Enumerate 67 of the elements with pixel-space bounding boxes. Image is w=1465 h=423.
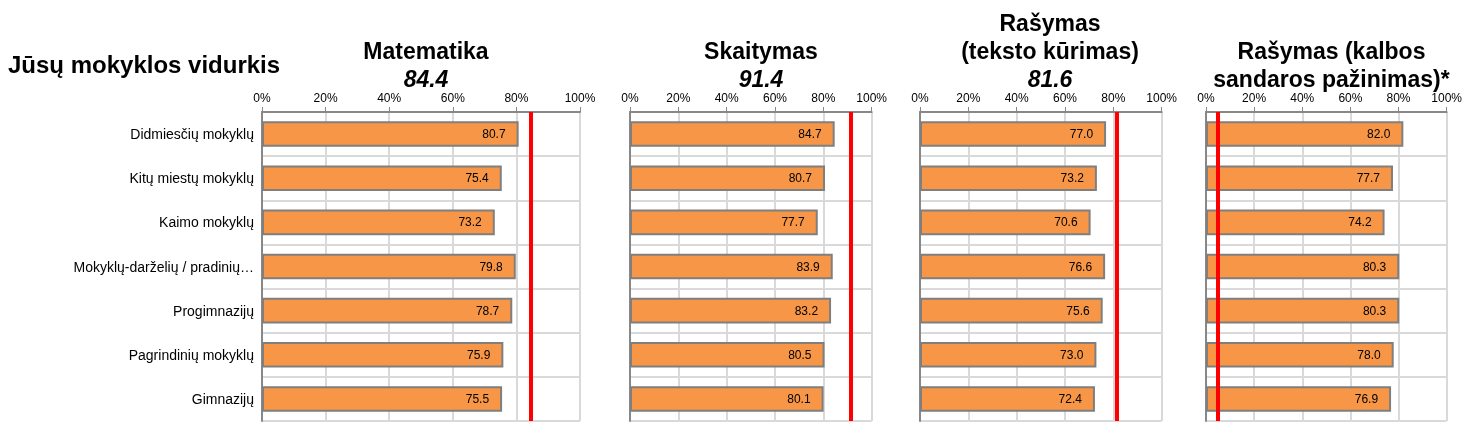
chart-title: Rašymas (kalbos sandaros pažinimas)* [1213,38,1450,92]
x-tick-label: 20% [1242,91,1267,105]
x-tick-label: 80% [811,91,836,105]
x-tick-label: 0% [253,91,271,105]
data-label: 75.9 [467,347,491,362]
data-label: 78.7 [475,303,500,318]
chart-subtitle: 81.6 [1027,65,1073,92]
x-tick-label: 20% [313,91,338,105]
x-tick-label: 0% [911,91,929,105]
data-label: 82.0 [1366,127,1391,142]
chart-title: Matematika [363,38,489,64]
data-label: 75.4 [465,171,490,186]
y-tick-label: Gimnazijų [191,390,255,407]
y-tick-label: Mokyklų-darželių / pradinių… [73,258,254,275]
data-label: 80.7 [482,127,506,142]
x-tick-label: 40% [714,91,739,105]
chart-title: Skaitymas [704,38,818,64]
chart-title: Rašymas (teksto kūrimas) [961,10,1139,64]
x-tick-label: 80% [1101,91,1126,105]
x-tick-label: 0% [621,91,639,105]
x-tick-label: 60% [1052,91,1078,105]
data-label: 80.1 [787,391,811,406]
data-label: 77.7 [1356,171,1381,186]
y-tick-label: Kitų miestų mokyklų [129,170,255,187]
data-label: 73.2 [1060,171,1085,186]
data-label: 80.7 [788,171,813,186]
x-tick-label: 60% [762,91,788,105]
data-label: 74.2 [1348,215,1372,230]
y-tick-label: Progimnazijų [173,302,255,319]
data-label: 75.6 [1066,303,1091,318]
data-label: 76.9 [1354,391,1379,406]
x-tick-label: 40% [1290,91,1315,105]
data-label: 72.4 [1058,391,1083,406]
y-tick-label: Pagrindinių mokyklų [128,346,255,363]
data-label: 80.3 [1362,259,1387,274]
x-tick-label: 20% [666,91,691,105]
chart-subtitle: 84.4 [403,65,449,92]
data-label: 79.8 [479,259,504,274]
data-label: 76.6 [1068,259,1093,274]
y-tick-label: Didmiesčių mokyklų [130,126,255,143]
x-tick-label: 100% [1431,91,1463,105]
data-label: 80.3 [1362,303,1387,318]
text: Jūsų mokyklos vidurkis [8,50,281,78]
x-tick-label: 80% [504,91,529,105]
data-label: 77.7 [781,215,806,230]
x-tick-label: 100% [1146,91,1178,105]
x-tick-label: 60% [440,91,466,105]
x-tick-label: 60% [1338,91,1363,105]
x-tick-label: 20% [956,91,981,105]
data-label: 83.9 [796,259,821,274]
x-tick-label: 40% [1004,91,1029,105]
y-tick-label: Kaimo mokyklų [159,214,255,231]
data-label: 78.0 [1357,347,1382,362]
x-tick-label: 80% [1386,91,1411,105]
data-label: 70.6 [1054,215,1078,230]
x-tick-label: 100% [856,91,888,105]
data-label: 75.5 [465,391,490,406]
data-label: 73.2 [458,215,483,230]
data-label: 84.7 [798,127,822,142]
data-label: 73.0 [1060,347,1084,362]
chart-subtitle: 91.4 [738,65,784,92]
data-label: 80.5 [788,347,812,362]
x-tick-label: 100% [564,91,596,105]
data-label: 83.2 [794,303,819,318]
x-tick-label: 0% [1197,91,1215,105]
data-label: 77.0 [1069,127,1094,142]
x-tick-label: 40% [377,91,402,105]
